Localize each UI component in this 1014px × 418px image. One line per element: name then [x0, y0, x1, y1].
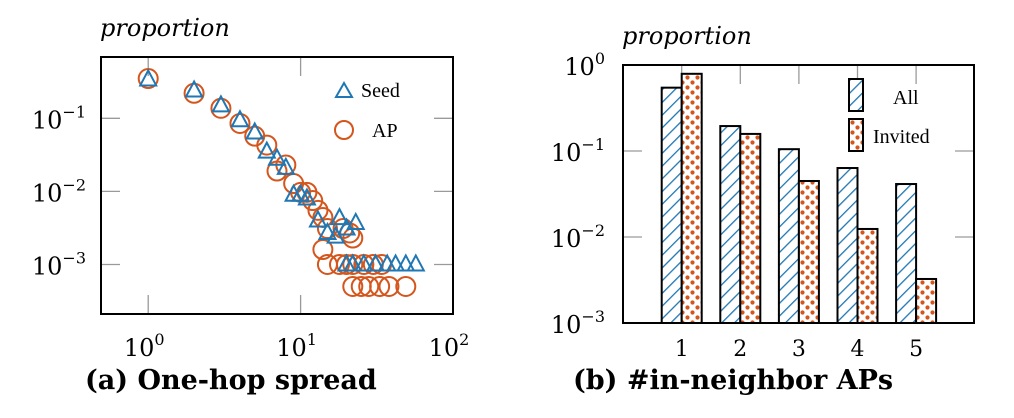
- x-tick-label: 101: [276, 330, 317, 362]
- x-tick-label: 3: [792, 337, 806, 362]
- seed-point: [396, 253, 416, 272]
- ap-point: [307, 199, 329, 221]
- panel-one-hop-spread: proportion 100 101 102 10−1 10−2 10−3 Seed AP…: [32, 14, 470, 396]
- ap-point: [378, 275, 400, 297]
- x-tick-label: 100: [124, 330, 165, 362]
- seed-point: [245, 121, 265, 140]
- legend: Seed AP: [334, 80, 400, 142]
- bar-all: [660, 86, 683, 324]
- legend-hatch-icon: [848, 78, 864, 112]
- tick-labels: 100 10−1 10−2 10−3 1 2 3 4 5: [551, 49, 923, 362]
- y-tick-label: 100: [564, 49, 605, 81]
- seed-point: [276, 156, 296, 175]
- bar-all: [895, 183, 918, 324]
- y-tick-label: 10−2: [551, 221, 605, 253]
- seed-point: [184, 79, 204, 98]
- seed-point: [297, 187, 317, 206]
- y-tick-label: 10−1: [551, 135, 605, 167]
- legend: All Invited: [848, 78, 930, 152]
- ap-point: [256, 134, 278, 156]
- seed-point: [308, 209, 328, 228]
- ap-point: [229, 112, 251, 134]
- ap-point: [342, 275, 364, 297]
- seed-point: [343, 253, 363, 272]
- bar-all: [719, 125, 742, 324]
- ap-point: [358, 275, 380, 297]
- ap-point: [210, 97, 232, 119]
- bar-invited: [915, 277, 938, 324]
- seed-point: [346, 211, 366, 230]
- x-tick-label: 102: [429, 330, 470, 362]
- legend-label-invited: Invited: [873, 126, 930, 148]
- seed-point: [385, 253, 406, 272]
- x-tick-label: 5: [909, 337, 923, 362]
- seed-point: [230, 109, 250, 128]
- y-tick-label: 10−2: [32, 175, 86, 207]
- x-tick-label: 2: [733, 337, 747, 362]
- legend-dots-icon: [848, 118, 864, 152]
- seed-point: [329, 207, 350, 226]
- legend-circle-icon: [334, 120, 354, 140]
- seed-point: [354, 253, 374, 272]
- axis-ticks: [101, 57, 453, 314]
- bar-all: [777, 148, 800, 324]
- bar-invited: [856, 227, 879, 324]
- legend-label-ap: AP: [372, 120, 398, 142]
- seed-point: [365, 253, 386, 272]
- seed-point: [138, 68, 158, 87]
- seed-point: [317, 221, 338, 240]
- seed-point: [336, 217, 357, 236]
- scatter-points: [137, 68, 426, 297]
- ap-point: [395, 275, 417, 297]
- ap-point: [183, 82, 205, 104]
- caption-a: (a) One-hop spread: [85, 365, 377, 396]
- y-tick-label: 10−1: [32, 102, 86, 134]
- seed-point: [267, 147, 287, 166]
- y-tick-label: 10−3: [32, 248, 86, 280]
- y-axis-label: proportion: [100, 14, 230, 42]
- legend-triangle-icon: [334, 80, 354, 98]
- panel-in-neighbor-aps: proportion 100 10−1 10−2 10−3 1 2 3 4 5 All Invi…: [551, 22, 975, 396]
- y-axis-label: proportion: [622, 22, 752, 50]
- seed-point: [406, 253, 426, 272]
- bar-invited: [797, 179, 820, 324]
- y-tick-label: 10−3: [551, 307, 605, 339]
- bar-all: [836, 167, 859, 324]
- bars: [660, 72, 938, 324]
- bar-invited: [680, 72, 703, 324]
- legend-label-all: All: [893, 87, 919, 109]
- seed-point: [211, 94, 231, 113]
- x-tick-label: 4: [851, 337, 865, 362]
- legend-label-seed: Seed: [361, 80, 400, 102]
- ap-point: [312, 239, 334, 261]
- ap-point: [369, 275, 391, 297]
- plot-frame: [622, 64, 975, 324]
- tick-labels: 100 101 102 10−1 10−2 10−3: [32, 102, 470, 362]
- plot-frame: [100, 56, 454, 315]
- x-tick-label: 1: [675, 337, 689, 362]
- caption-b: (b) #in-neighbor APs: [573, 365, 893, 396]
- seed-point: [257, 140, 277, 159]
- bar-invited: [739, 132, 762, 324]
